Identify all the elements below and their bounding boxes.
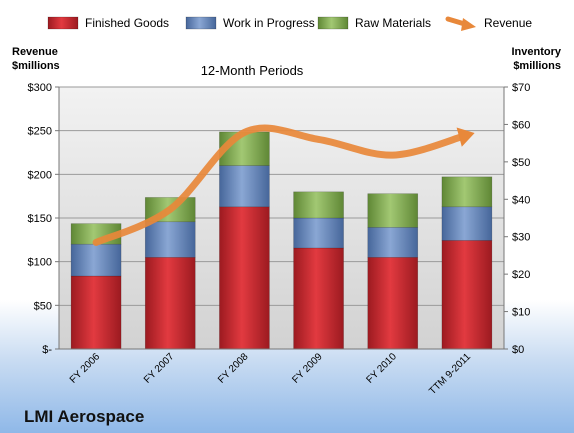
bar-work-in-progress — [293, 217, 344, 249]
x-tick-label: FY 2008 — [216, 351, 251, 386]
right-tick-label: $0 — [512, 344, 524, 356]
left-tick-label: $150 — [28, 213, 52, 225]
x-tick-label: FY 2009 — [290, 351, 325, 386]
bar-finished-goods — [367, 256, 419, 350]
right-axis-title-line2: $millions — [513, 60, 561, 72]
left-tick-label: $250 — [28, 126, 52, 138]
left-axis-title-line2: $millions — [12, 60, 60, 72]
bar-finished-goods — [441, 240, 493, 350]
left-axis-title-line1: Revenue — [12, 46, 58, 58]
bar-raw-materials — [367, 193, 419, 228]
left-tick-label: $50 — [34, 300, 52, 312]
legend-swatch — [47, 16, 79, 30]
legend-label: Work in Progress — [223, 16, 315, 30]
right-tick-label: $30 — [512, 232, 530, 244]
legend-swatch — [317, 16, 349, 30]
legend-label: Raw Materials — [355, 16, 431, 30]
bars-group — [70, 131, 493, 350]
legend-label: Revenue — [484, 16, 532, 30]
right-axis-title-line1: Inventory — [511, 46, 561, 58]
bar-work-in-progress — [144, 221, 196, 258]
bar-finished-goods — [70, 275, 122, 350]
x-tick-label: TTM 9-2011 — [427, 351, 473, 397]
left-tick-label: $100 — [28, 257, 52, 269]
left-tick-label: $200 — [28, 169, 52, 181]
bar-work-in-progress — [219, 165, 270, 208]
left-tick-label: $300 — [28, 82, 52, 94]
bar-finished-goods — [144, 256, 196, 350]
right-tick-label: $20 — [512, 269, 530, 281]
revenue-line — [92, 124, 471, 246]
x-tick-label: FY 2006 — [68, 351, 103, 386]
company-name: LMI Aerospace — [24, 407, 144, 426]
legend-label: Finished Goods — [85, 16, 169, 30]
x-tick-label: FY 2010 — [364, 351, 399, 386]
revenue-line-arrowhead — [456, 127, 475, 147]
left-tick-label: $- — [42, 344, 52, 356]
right-tick-label: $10 — [512, 307, 530, 319]
chart-subtitle: 12-Month Periods — [201, 63, 304, 78]
bar-finished-goods — [219, 206, 270, 350]
legend-revenue-arrowhead — [461, 18, 476, 31]
revenue-line-group — [92, 124, 475, 246]
right-tick-label: $50 — [512, 157, 530, 169]
x-tick-label: FY 2007 — [142, 351, 177, 386]
right-tick-label: $70 — [512, 82, 530, 94]
legend: Finished Goods Work in Progress Raw Materi… — [47, 16, 532, 31]
right-tick-label: $40 — [512, 194, 530, 206]
bar-work-in-progress — [367, 227, 419, 258]
right-tick-label: $60 — [512, 119, 530, 131]
bar-work-in-progress — [70, 243, 122, 277]
bar-work-in-progress — [441, 206, 493, 241]
bar-raw-materials — [293, 191, 344, 219]
legend-swatch — [185, 16, 217, 30]
bar-finished-goods — [293, 247, 344, 350]
bar-raw-materials — [441, 176, 493, 208]
